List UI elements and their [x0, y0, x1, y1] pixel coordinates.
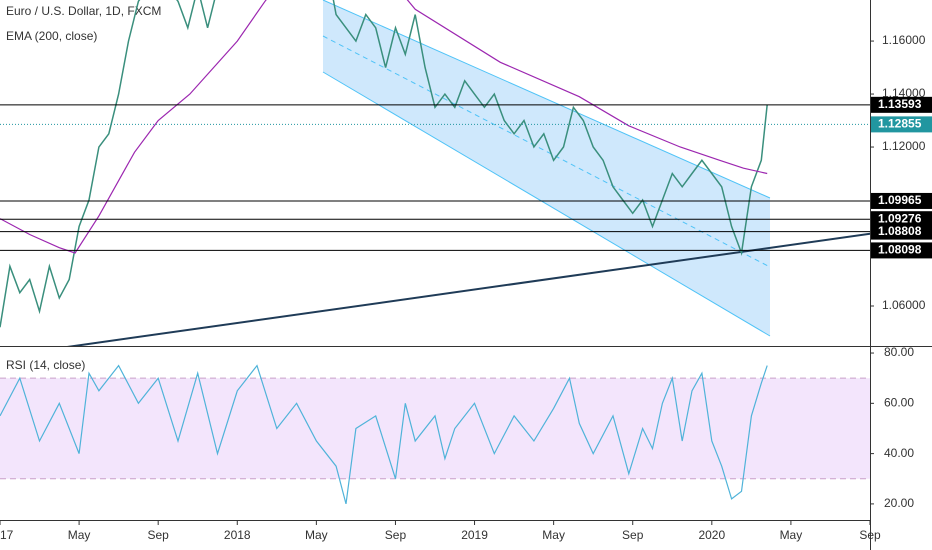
level-label-box — [871, 242, 932, 259]
rsi-tick-label: 20.00 — [884, 496, 914, 510]
y-tick-label: 1.14000 — [882, 86, 926, 100]
y-tick-label: 1.16000 — [882, 33, 926, 47]
chart-title: Euro / U.S. Dollar, 1D, FXCM — [6, 4, 161, 18]
level-label-box — [871, 96, 932, 113]
x-tick-label: 2020 — [698, 528, 725, 542]
x-tick-label: May — [542, 528, 565, 542]
x-tick-label: May — [68, 528, 91, 542]
rsi-line — [0, 364, 768, 505]
trend-line — [67, 232, 870, 346]
rsi-pane — [0, 364, 870, 505]
drawings — [67, 0, 870, 346]
price-line — [0, 0, 768, 254]
price-line — [0, 0, 768, 328]
x-tick-label: Sep — [622, 528, 644, 542]
x-tick-label: Sep — [148, 528, 170, 542]
x-tick-label: 2018 — [224, 528, 251, 542]
channel-lower — [322, 71, 771, 337]
rsi-band — [0, 378, 870, 479]
y-tick-label: 1.06000 — [882, 298, 926, 312]
legend-ema: EMA (200, close) — [6, 29, 97, 43]
x-tick-label: Sep — [859, 528, 881, 542]
legend-rsi: RSI (14, close) — [6, 358, 85, 372]
main-pane — [0, 0, 870, 328]
level-label: 1.13593 — [878, 97, 922, 111]
last-price-box — [871, 116, 932, 133]
x-tick-label: May — [305, 528, 328, 542]
level-label-box — [871, 211, 932, 228]
x-tick-label: 2019 — [461, 528, 488, 542]
x-tick-label: Sep — [385, 528, 407, 542]
rsi-tick-label: 40.00 — [884, 446, 914, 460]
channel-fill — [323, 0, 770, 336]
level-label: 1.09965 — [878, 193, 922, 207]
level-label: 1.08808 — [878, 224, 922, 238]
x-tick-label: May — [780, 528, 803, 542]
y-tick-label: 1.12000 — [882, 139, 926, 153]
level-label: 1.08098 — [878, 243, 922, 257]
level-label-box — [871, 223, 932, 240]
level-label: 1.09276 — [878, 211, 922, 225]
rsi-tick-label: 60.00 — [884, 395, 914, 409]
rsi-tick-label: 80.00 — [884, 345, 914, 359]
x-tick-label: 2017 — [0, 528, 14, 542]
level-label-box — [871, 192, 932, 209]
last-price-label: 1.12855 — [878, 117, 922, 131]
channel-mid — [322, 35, 771, 268]
